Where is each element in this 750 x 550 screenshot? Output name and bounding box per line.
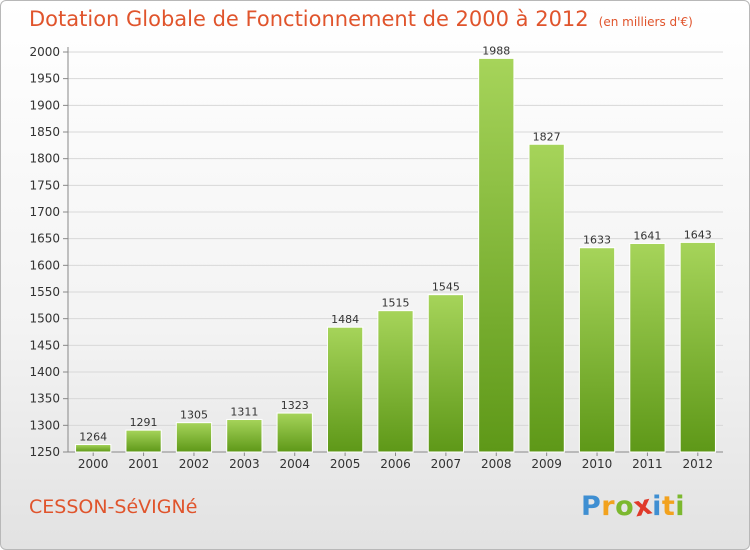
- y-tick-label: 1850: [29, 125, 60, 139]
- y-tick-label: 1400: [29, 365, 60, 379]
- x-tick-label-2001: 2001: [128, 457, 159, 471]
- data-label-2003: 1311: [230, 405, 258, 418]
- bars: [75, 57, 716, 453]
- x-tick-label-2007: 2007: [431, 457, 462, 471]
- bar-2005: [326, 326, 364, 453]
- data-label-2012: 1643: [684, 228, 712, 241]
- bar-2004: [276, 412, 313, 453]
- chart-title-text: Dotation Globale de Fonctionnement de 20…: [29, 7, 589, 31]
- data-label-2006: 1515: [382, 297, 410, 310]
- x-tick-label-2005: 2005: [330, 457, 361, 471]
- bar-2012: [679, 241, 716, 453]
- x-tick-label-2010: 2010: [582, 457, 613, 471]
- data-label-2002: 1305: [180, 409, 208, 422]
- bar-2001: [125, 429, 162, 453]
- x-tick-label-2012: 2012: [683, 457, 714, 471]
- x-tick-label-2009: 2009: [531, 457, 562, 471]
- y-tick-label: 1950: [29, 72, 60, 86]
- chart-title: Dotation Globale de Fonctionnement de 20…: [29, 7, 693, 31]
- data-label-2004: 1323: [281, 399, 309, 412]
- y-tick-label: 1550: [29, 285, 60, 299]
- data-label-2000: 1264: [79, 431, 107, 444]
- bar-2002: [175, 422, 213, 453]
- logo-letter: P: [581, 491, 602, 522]
- y-tick-label: 1600: [29, 258, 60, 272]
- data-label-2007: 1545: [432, 281, 460, 294]
- data-label-2008: 1988: [482, 44, 510, 57]
- data-label-2009: 1827: [533, 130, 561, 143]
- logo-letter: o: [615, 491, 635, 522]
- y-tick-label: 1300: [29, 418, 60, 432]
- x-tick-label-2011: 2011: [632, 457, 663, 471]
- proxiti-logo: Proxiti: [581, 489, 686, 523]
- data-label-2001: 1291: [130, 416, 158, 429]
- logo-letter: t: [661, 491, 676, 522]
- x-tick-label-2006: 2006: [380, 457, 411, 471]
- logo-letter: i: [675, 491, 686, 522]
- y-tick-label: 1350: [29, 392, 60, 406]
- bar-2003: [226, 418, 263, 453]
- data-label-2010: 1633: [583, 234, 611, 247]
- logo-letter: i: [652, 491, 662, 522]
- bar-2008: [478, 57, 515, 453]
- y-tick-label: 1750: [29, 178, 60, 192]
- x-tick-label-2004: 2004: [279, 457, 310, 471]
- y-tick-label: 1650: [29, 232, 60, 246]
- chart-subtitle: (en milliers d'€): [598, 15, 693, 29]
- x-tick-label-2002: 2002: [179, 457, 210, 471]
- bar-2007: [427, 294, 465, 453]
- y-tick-label: 1800: [29, 152, 60, 166]
- x-tick-label-2003: 2003: [229, 457, 260, 471]
- bar-2006: [377, 310, 414, 453]
- y-tick-label: 1250: [29, 445, 60, 459]
- x-tick-label-2000: 2000: [78, 457, 109, 471]
- y-tick-label: 1700: [29, 205, 60, 219]
- bar-2009: [528, 143, 565, 453]
- bar-2010: [578, 247, 616, 453]
- logo-letter: r: [601, 491, 616, 522]
- bar-2011: [629, 242, 666, 453]
- bar-2000: [75, 444, 112, 453]
- commune-name: CESSON-SéVIGNé: [29, 496, 198, 518]
- labels: 1250 1300 1350 1400 1450 1500 1550 1600 1650 1700…: [29, 44, 713, 471]
- y-tick-label: 1900: [29, 98, 60, 112]
- x-tick-label-2008: 2008: [481, 457, 512, 471]
- data-label-2005: 1484: [331, 313, 359, 326]
- y-tick-label: 1500: [29, 312, 60, 326]
- data-label-2011: 1641: [633, 229, 661, 242]
- y-tick-label: 2000: [29, 45, 60, 59]
- y-tick-label: 1450: [29, 338, 60, 352]
